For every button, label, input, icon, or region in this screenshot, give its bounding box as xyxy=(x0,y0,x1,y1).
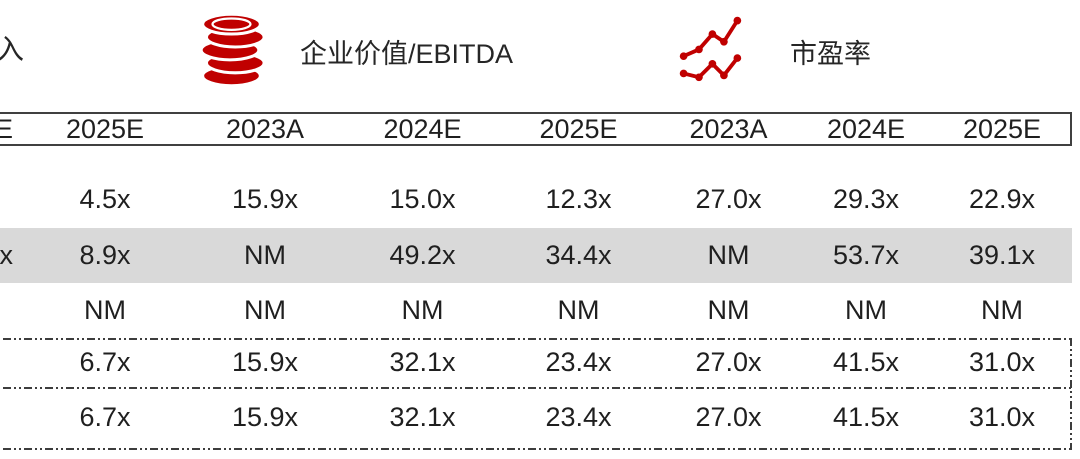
column-header: 2024E xyxy=(826,113,906,144)
table-cell: 22.9x xyxy=(968,183,1036,214)
table-cell: 27.0x xyxy=(695,183,762,214)
dashed-rule-right xyxy=(1070,338,1072,450)
table-cell: 15.9x xyxy=(231,347,299,377)
table-cell: NM xyxy=(707,295,750,325)
pe-ratio-group-label: 市盈率 xyxy=(790,39,871,69)
table-cell: 34.4x xyxy=(545,240,612,270)
column-header: 2025E xyxy=(962,113,1042,144)
table-cell: NM xyxy=(845,295,887,325)
table-cell: 31.0x xyxy=(968,347,1036,377)
table-cell: 39.1x xyxy=(968,240,1036,270)
line-chart-icon xyxy=(678,12,766,84)
revenue-column-group-label: 收入 xyxy=(0,34,25,65)
table-cell: 29.3x xyxy=(832,183,900,214)
table-cell: NM xyxy=(84,295,126,325)
dashed-rule-bottom xyxy=(0,448,1072,450)
table-cell: 41.5x xyxy=(832,347,900,377)
column-header: E xyxy=(0,113,13,144)
table-cell: NM xyxy=(707,240,750,270)
table-cell: 8.9x xyxy=(79,240,131,270)
column-header: 2024E xyxy=(383,113,462,144)
table-cell: x xyxy=(0,240,13,270)
table-row: NM NM NM NM NM NM NM xyxy=(0,283,1072,338)
table-cell: 31.0x xyxy=(968,402,1036,432)
table-cell: 49.2x xyxy=(389,240,456,270)
table-cell: NM xyxy=(981,295,1023,325)
table-cell: 23.4x xyxy=(545,402,612,432)
table-cell: 41.5x xyxy=(832,402,900,432)
column-header: 2025E xyxy=(65,113,145,144)
valuation-table: E 2025E 2023A 2024E 2025E 2023A 2024E 20… xyxy=(0,112,1072,450)
table-cell: 6.7x xyxy=(79,347,131,377)
table-cell: 12.3x xyxy=(545,183,612,214)
table-cell: 15.9x xyxy=(231,402,299,432)
header-gap xyxy=(0,146,1072,170)
table-cell: 6.7x xyxy=(79,402,131,432)
table-cell: 32.1x xyxy=(389,347,456,377)
table-cell: NM xyxy=(557,295,600,325)
table-cell: 27.0x xyxy=(695,347,762,377)
table-row-highlighted: x 8.9x NM 49.2x 34.4x NM 53.7x 39.1x xyxy=(0,228,1072,283)
table-row-summary: 6.7x 15.9x 32.1x 23.4x 27.0x 41.5x 31.0x xyxy=(0,387,1072,448)
dashed-rule-top xyxy=(0,338,1072,340)
column-header: 2023A xyxy=(689,113,768,144)
table-cell: 15.9x xyxy=(231,183,299,214)
table-cell: 15.0x xyxy=(389,183,456,214)
coins-icon xyxy=(195,10,271,90)
table-cell: NM xyxy=(401,295,444,325)
table-cell: 32.1x xyxy=(389,402,456,432)
dashed-rule-middle xyxy=(0,387,1072,389)
table-cell: 53.7x xyxy=(832,240,900,270)
column-header: 2023A xyxy=(225,113,305,144)
table-cell: 27.0x xyxy=(695,402,762,432)
table-cell: NM xyxy=(244,240,286,270)
header-box-right-border xyxy=(1070,112,1072,146)
table-row: 4.5x 15.9x 15.0x 12.3x 27.0x 29.3x 22.9x xyxy=(0,170,1072,228)
table-header-row: E 2025E 2023A 2024E 2025E 2023A 2024E 20… xyxy=(0,112,1072,146)
column-header: 2025E xyxy=(539,113,618,144)
table-cell: 4.5x xyxy=(79,183,131,214)
table-cell: NM xyxy=(244,295,286,325)
table-cell: 23.4x xyxy=(545,347,612,377)
ev-ebitda-group-label: 企业价值/EBITDA xyxy=(300,39,514,69)
table-row-summary: 6.7x 15.9x 32.1x 23.4x 27.0x 41.5x 31.0x xyxy=(0,338,1072,387)
